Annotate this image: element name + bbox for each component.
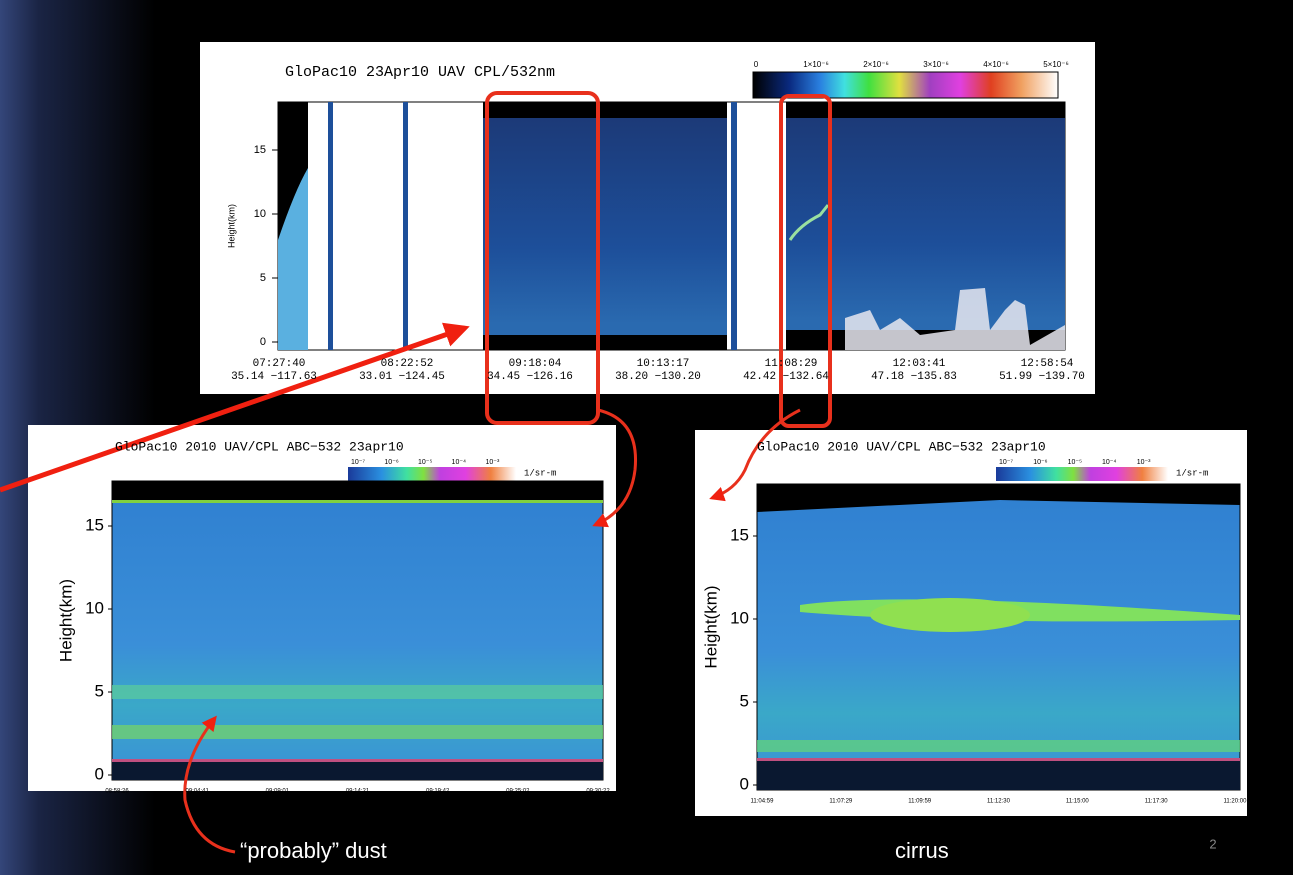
surface xyxy=(112,760,603,780)
panel-title: GloPac10 23Apr10 UAV CPL/532nm xyxy=(285,64,555,81)
colorbar-label: 10⁻⁶ xyxy=(384,459,398,466)
colorbar xyxy=(752,71,1059,99)
y-axis-label: Height(km) xyxy=(226,204,236,248)
x-tick-label: 42.42 −132.64 xyxy=(743,371,829,383)
x-tick-label: 09:19:42 xyxy=(426,789,450,795)
arrow xyxy=(709,408,801,502)
x-tick-label: 11:07:29 xyxy=(829,799,853,805)
x-tick-label: 11:04:59 xyxy=(751,799,775,805)
colorbar-label: 10⁻⁷ xyxy=(351,459,365,466)
x-tick-label: 47.18 −135.83 xyxy=(871,371,957,383)
colorbar-label: 10⁻³ xyxy=(485,459,499,466)
x-tick-label: 11:17:30 xyxy=(1145,799,1169,805)
curtain xyxy=(483,118,727,335)
x-tick-label: 09:14:21 xyxy=(346,789,370,795)
x-tick-label: 11:15:00 xyxy=(1066,799,1090,805)
highlight-box xyxy=(485,91,600,425)
cloud xyxy=(845,288,1065,350)
surface xyxy=(757,760,1240,790)
arrow xyxy=(592,408,638,528)
colorbar-unit: 1/sr-m xyxy=(524,468,556,478)
x-tick-label: 34.45 −126.16 xyxy=(487,371,573,383)
y-tick-label: 10 xyxy=(730,608,749,627)
colorbar xyxy=(348,467,516,481)
y-tick-label: 5 xyxy=(260,272,266,284)
x-tick-label: 11:20:00 xyxy=(1224,799,1248,805)
x-tick-label: 12:58:54 xyxy=(1021,358,1074,370)
y-tick-label: 15 xyxy=(85,515,104,534)
y-axis-label: Height(km) xyxy=(701,585,720,668)
colorbar-label: 10⁻⁵ xyxy=(418,459,432,466)
x-tick-label: 11:09:59 xyxy=(908,799,932,805)
surface-line xyxy=(112,759,603,762)
x-tick-label: 08:58:26 xyxy=(105,789,129,795)
x-tick-label: 09:18:04 xyxy=(509,358,562,370)
x-tick-label: 11:12:30 xyxy=(987,799,1011,805)
x-tick-label: 51.99 −139.70 xyxy=(999,371,1085,383)
colorbar-label: 10⁻⁴ xyxy=(1102,459,1117,466)
cloud xyxy=(788,204,830,241)
cloud-top xyxy=(112,500,603,503)
y-tick-label: 15 xyxy=(730,525,749,544)
curtain xyxy=(786,118,1065,330)
y-tick-label: 10 xyxy=(254,208,266,220)
panel-title: GloPac10 2010 UAV/CPL ABC−532 23apr10 xyxy=(757,439,1046,454)
colorbar-label: 10⁻⁵ xyxy=(1068,459,1082,466)
y-tick-label: 0 xyxy=(95,764,104,783)
x-tick-label: 10:13:17 xyxy=(637,358,690,370)
curtain xyxy=(731,102,737,350)
x-tick-label: 09:25:02 xyxy=(506,789,530,795)
colorbar-label: 1×10⁻⁶ xyxy=(803,60,829,69)
cirrus-layer xyxy=(870,598,1030,632)
aerosol-layer xyxy=(112,725,603,739)
colorbar-label: 10⁻³ xyxy=(1137,459,1151,466)
x-tick-label: 11:08:29 xyxy=(765,358,818,370)
colorbar-label: 10⁻⁴ xyxy=(452,459,467,466)
aerosol-layer xyxy=(112,685,603,699)
highlight-box xyxy=(779,94,832,428)
annotation: cirrus xyxy=(895,838,949,863)
plot-area xyxy=(756,483,1241,791)
colorbar xyxy=(996,467,1168,481)
panel-title: GloPac10 2010 UAV/CPL ABC−532 23apr10 xyxy=(115,439,404,454)
surface-line xyxy=(757,758,1240,761)
x-tick-label: 35.14 −117.63 xyxy=(231,371,317,383)
colorbar-label: 0 xyxy=(754,60,759,69)
colorbar-label: 2×10⁻⁶ xyxy=(863,60,889,69)
curtains xyxy=(278,102,1065,350)
colorbar-unit: 1/sr-m xyxy=(1176,468,1208,478)
x-tick-label: 08:22:52 xyxy=(381,358,434,370)
annotation: “probably” dust xyxy=(240,838,387,863)
curtain xyxy=(328,102,333,350)
x-tick-label: 07:27:40 xyxy=(253,358,306,370)
aerosol-layer xyxy=(757,740,1240,752)
y-tick-label: 5 xyxy=(740,691,749,710)
x-tick-label: 09:04:41 xyxy=(185,789,209,795)
curtain xyxy=(403,102,408,350)
y-tick-label: 0 xyxy=(260,336,266,348)
no-data xyxy=(112,481,603,501)
x-tick-label: 38.20 −130.20 xyxy=(615,371,701,383)
colorbar-label: 10⁻⁶ xyxy=(1033,459,1047,466)
y-tick-label: 5 xyxy=(95,681,104,700)
arrow xyxy=(0,322,470,493)
colorbar-label: 3×10⁻⁶ xyxy=(923,60,949,69)
y-tick-label: 0 xyxy=(740,774,749,793)
x-tick-label: 12:03:41 xyxy=(893,358,946,370)
x-tick-label: 09:09:01 xyxy=(266,789,290,795)
no-data xyxy=(757,484,1240,512)
x-tick-label: 33.01 −124.45 xyxy=(359,371,445,383)
colorbar-label: 5×10⁻⁶ xyxy=(1043,60,1069,69)
x-tick-label: 09:30:22 xyxy=(586,789,610,795)
y-tick-label: 10 xyxy=(85,598,104,617)
colorbar-label: 10⁻⁷ xyxy=(999,459,1013,466)
page-number: 2 xyxy=(1209,836,1216,851)
y-axis-label: Height(km) xyxy=(56,579,75,662)
y-tick-label: 15 xyxy=(254,144,266,156)
colorbar-label: 4×10⁻⁶ xyxy=(983,60,1009,69)
arrow xyxy=(183,715,236,854)
curtain xyxy=(278,168,308,350)
